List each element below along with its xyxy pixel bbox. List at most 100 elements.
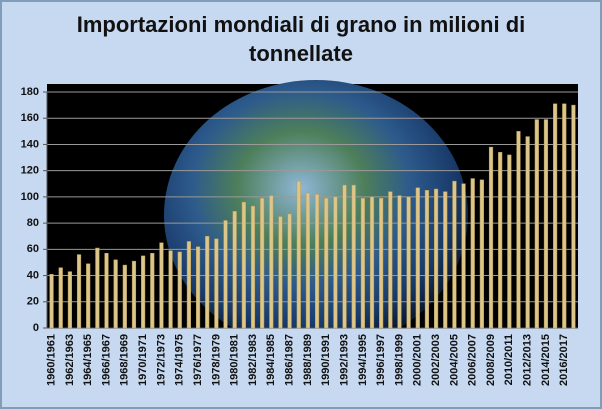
bar xyxy=(205,235,210,329)
x-tick-label: 1986/1987 xyxy=(284,334,296,386)
bar xyxy=(168,250,173,329)
x-tick-label: 1966/1967 xyxy=(100,334,112,386)
x-tick-label: 1984/1985 xyxy=(265,334,277,386)
bar xyxy=(278,216,283,329)
bar xyxy=(67,271,72,329)
bar xyxy=(470,178,475,329)
bar xyxy=(104,253,109,329)
bar xyxy=(562,103,567,329)
bar xyxy=(150,253,155,329)
bar xyxy=(507,154,512,329)
bar xyxy=(424,190,430,329)
bar xyxy=(342,184,347,329)
y-tick-label: 140 xyxy=(21,138,39,150)
bar xyxy=(479,179,484,329)
y-tick-label: 20 xyxy=(27,296,39,308)
bar xyxy=(498,152,503,329)
x-tick-label: 1996/1997 xyxy=(375,334,387,386)
x-tick-label: 2010/2011 xyxy=(503,334,515,385)
x-tick-label: 2004/2005 xyxy=(448,334,460,386)
bar xyxy=(415,187,420,329)
x-tick-label: 1982/1983 xyxy=(247,334,259,386)
bar xyxy=(49,273,54,329)
y-tick-label: 40 xyxy=(27,269,39,281)
bar xyxy=(571,104,576,329)
x-tick-label: 1960/1961 xyxy=(45,334,57,386)
bar xyxy=(314,194,320,329)
bar xyxy=(324,197,329,329)
x-tick-label: 2012/2013 xyxy=(522,334,534,386)
bar xyxy=(461,183,466,329)
x-tick-label: 2006/2007 xyxy=(467,334,479,386)
bar xyxy=(296,180,301,329)
x-tick-label: 2002/2003 xyxy=(430,334,442,386)
bar xyxy=(553,103,558,329)
bar xyxy=(397,195,402,329)
bar xyxy=(195,246,201,329)
bar xyxy=(333,196,338,329)
y-tick-label: 60 xyxy=(27,243,39,255)
bar xyxy=(525,136,530,329)
x-tick-label: 1988/1989 xyxy=(302,334,314,386)
x-tick-label: 2008/2009 xyxy=(485,334,497,386)
bar xyxy=(223,220,228,329)
x-tick-label: 2016/2017 xyxy=(558,334,570,386)
x-tick-label: 1976/1977 xyxy=(192,334,204,386)
x-tick-label: 1972/1973 xyxy=(155,334,167,386)
bar xyxy=(434,188,439,329)
x-tick-label: 2014/2015 xyxy=(540,334,552,386)
x-tick-label: 1968/1969 xyxy=(119,334,131,386)
y-tick-label: 80 xyxy=(27,217,39,229)
bar xyxy=(76,254,82,329)
x-tick-label: 1992/1993 xyxy=(338,334,350,386)
x-tick-label: 1964/1965 xyxy=(82,334,94,386)
bar xyxy=(159,242,164,329)
bar xyxy=(443,191,448,329)
bar xyxy=(379,197,384,329)
bar xyxy=(214,238,219,329)
bar xyxy=(58,267,63,329)
bar xyxy=(305,192,311,329)
bar xyxy=(269,195,274,329)
y-tick-label: 100 xyxy=(21,191,39,203)
x-tick-label: 1980/1981 xyxy=(229,334,241,386)
globe-mask xyxy=(47,328,578,368)
bar xyxy=(86,263,91,329)
bar xyxy=(351,184,356,329)
bar xyxy=(95,247,100,329)
bar xyxy=(113,259,118,329)
bar xyxy=(141,255,146,329)
x-tick-label: 1990/1991 xyxy=(320,334,332,386)
bar xyxy=(260,197,265,329)
bar xyxy=(287,213,292,329)
y-tick-label: 120 xyxy=(21,165,39,177)
x-tick-label: 1994/1995 xyxy=(357,334,369,386)
bar xyxy=(388,191,393,329)
bar xyxy=(406,196,411,329)
bar xyxy=(177,251,182,329)
y-tick-label: 160 xyxy=(21,112,39,124)
chart-title: Importazioni mondiali di grano in milion… xyxy=(76,12,526,66)
x-tick-label: 2000/2001 xyxy=(412,334,424,386)
x-tick-label: 1962/1963 xyxy=(64,334,76,386)
y-tick-label: 0 xyxy=(33,322,39,334)
bar xyxy=(122,264,127,329)
bar xyxy=(543,119,549,329)
y-tick-label: 180 xyxy=(21,86,39,98)
bar xyxy=(534,119,539,329)
x-tick-label: 1970/1971 xyxy=(137,334,149,386)
bar xyxy=(516,131,521,329)
bar xyxy=(452,180,457,329)
bar xyxy=(250,205,256,329)
bar xyxy=(360,197,365,329)
x-tick-label: 1978/1979 xyxy=(210,334,222,386)
bar xyxy=(232,211,237,329)
x-tick-label: 1974/1975 xyxy=(174,334,186,386)
bar xyxy=(488,146,494,329)
x-tick-label: 1998/1999 xyxy=(393,334,405,386)
bar xyxy=(131,260,137,329)
bar xyxy=(186,241,191,329)
bar xyxy=(241,201,246,329)
